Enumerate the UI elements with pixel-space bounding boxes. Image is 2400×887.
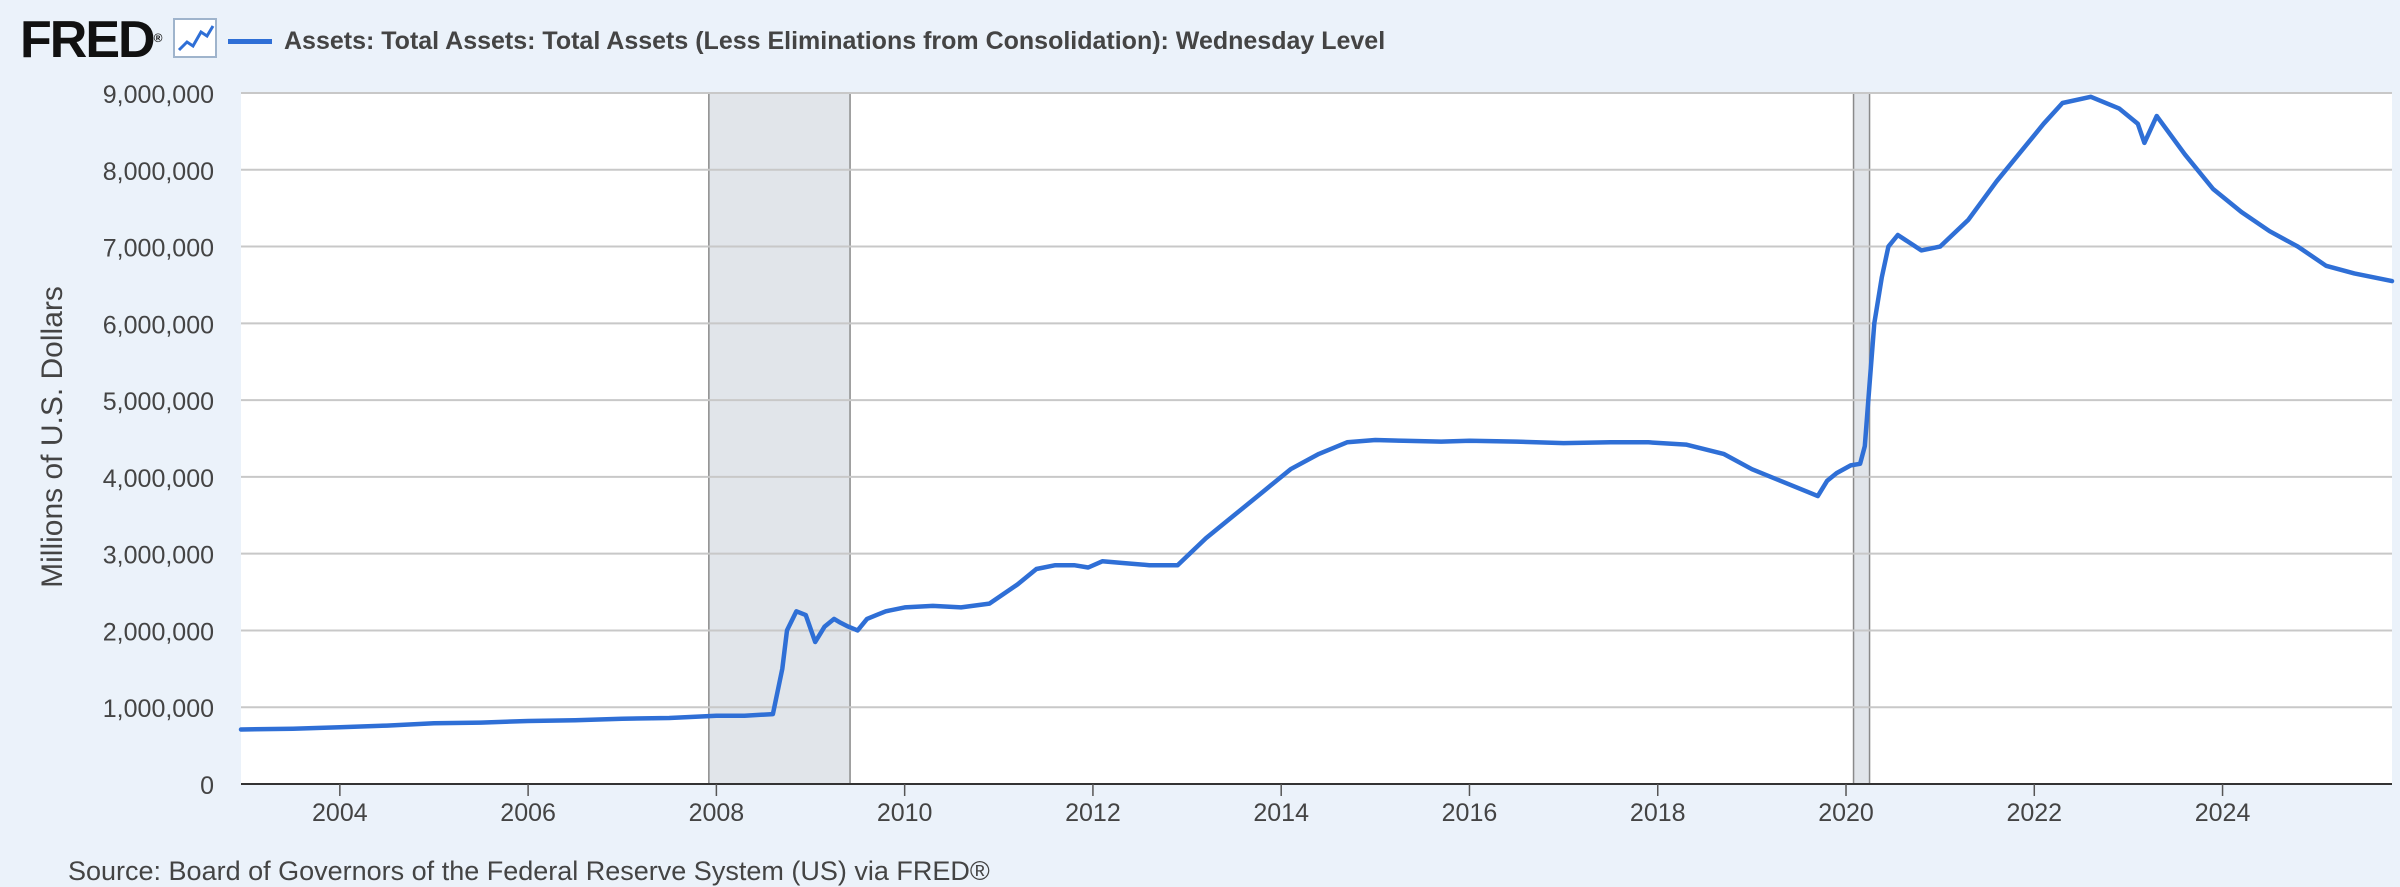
x-tick-label: 2024: [2195, 799, 2251, 827]
y-tick-label: 1,000,000: [103, 695, 214, 723]
series-lines: [238, 94, 2395, 732]
recession-band: [708, 93, 851, 784]
fred-logo[interactable]: FRED®: [20, 11, 163, 69]
y-tick-label: 8,000,000: [103, 158, 214, 186]
line-chart: 0 1,000,000 2,000,000 3,000,000 4,000,000 5,0…: [36, 81, 2395, 827]
x-tick-label: 2014: [1253, 799, 1309, 827]
chart-header: FRED® Assets: Total Assets: Total Assets…: [0, 0, 2400, 80]
y-axis-ticks: 0 1,000,000 2,000,000 3,000,000 4,000,000 5,0…: [103, 81, 214, 800]
x-tick-label: 2020: [1818, 799, 1874, 827]
y-axis-label: Millions of U.S. Dollars: [36, 286, 69, 588]
legend-swatch: [228, 38, 272, 44]
y-tick-label: 0: [200, 772, 214, 800]
recession-shading: [708, 93, 1871, 784]
y-tick-label: 9,000,000: [103, 81, 214, 109]
line-chart-icon: [173, 18, 217, 58]
legend-label: Assets: Total Assets: Total Assets (Less…: [284, 26, 1386, 55]
x-tick-label: 2022: [2006, 799, 2062, 827]
x-tick-label: 2008: [689, 799, 745, 827]
series-line: [238, 94, 2395, 732]
y-tick-label: 2,000,000: [103, 618, 214, 646]
plot-area: [241, 93, 2392, 784]
grid-lines: [241, 92, 2392, 709]
recession-band: [1853, 93, 1870, 784]
y-tick-label: 5,000,000: [103, 388, 214, 416]
y-tick-label: 7,000,000: [103, 235, 214, 263]
y-tick-label: 3,000,000: [103, 542, 214, 570]
source-note: Source: Board of Governors of the Federa…: [68, 856, 990, 886]
y-tick-label: 4,000,000: [103, 465, 214, 493]
x-tick-label: 2004: [312, 799, 368, 827]
registered-mark: ®: [153, 31, 163, 45]
chart-legend: Assets: Total Assets: Total Assets (Less…: [228, 24, 1385, 58]
x-tick-label: 2012: [1065, 799, 1121, 827]
x-tick-label: 2006: [500, 799, 556, 827]
y-tick-label: 6,000,000: [103, 311, 214, 339]
x-tick-label: 2016: [1442, 799, 1498, 827]
x-tick-label: 2018: [1630, 799, 1686, 827]
plot-background: [241, 93, 2392, 784]
x-tick-label: 2010: [877, 799, 933, 827]
x-axis-ticks: 2004 2006 2008 2010 2012 2014 2016 2018 2020 2022…: [241, 783, 2392, 827]
